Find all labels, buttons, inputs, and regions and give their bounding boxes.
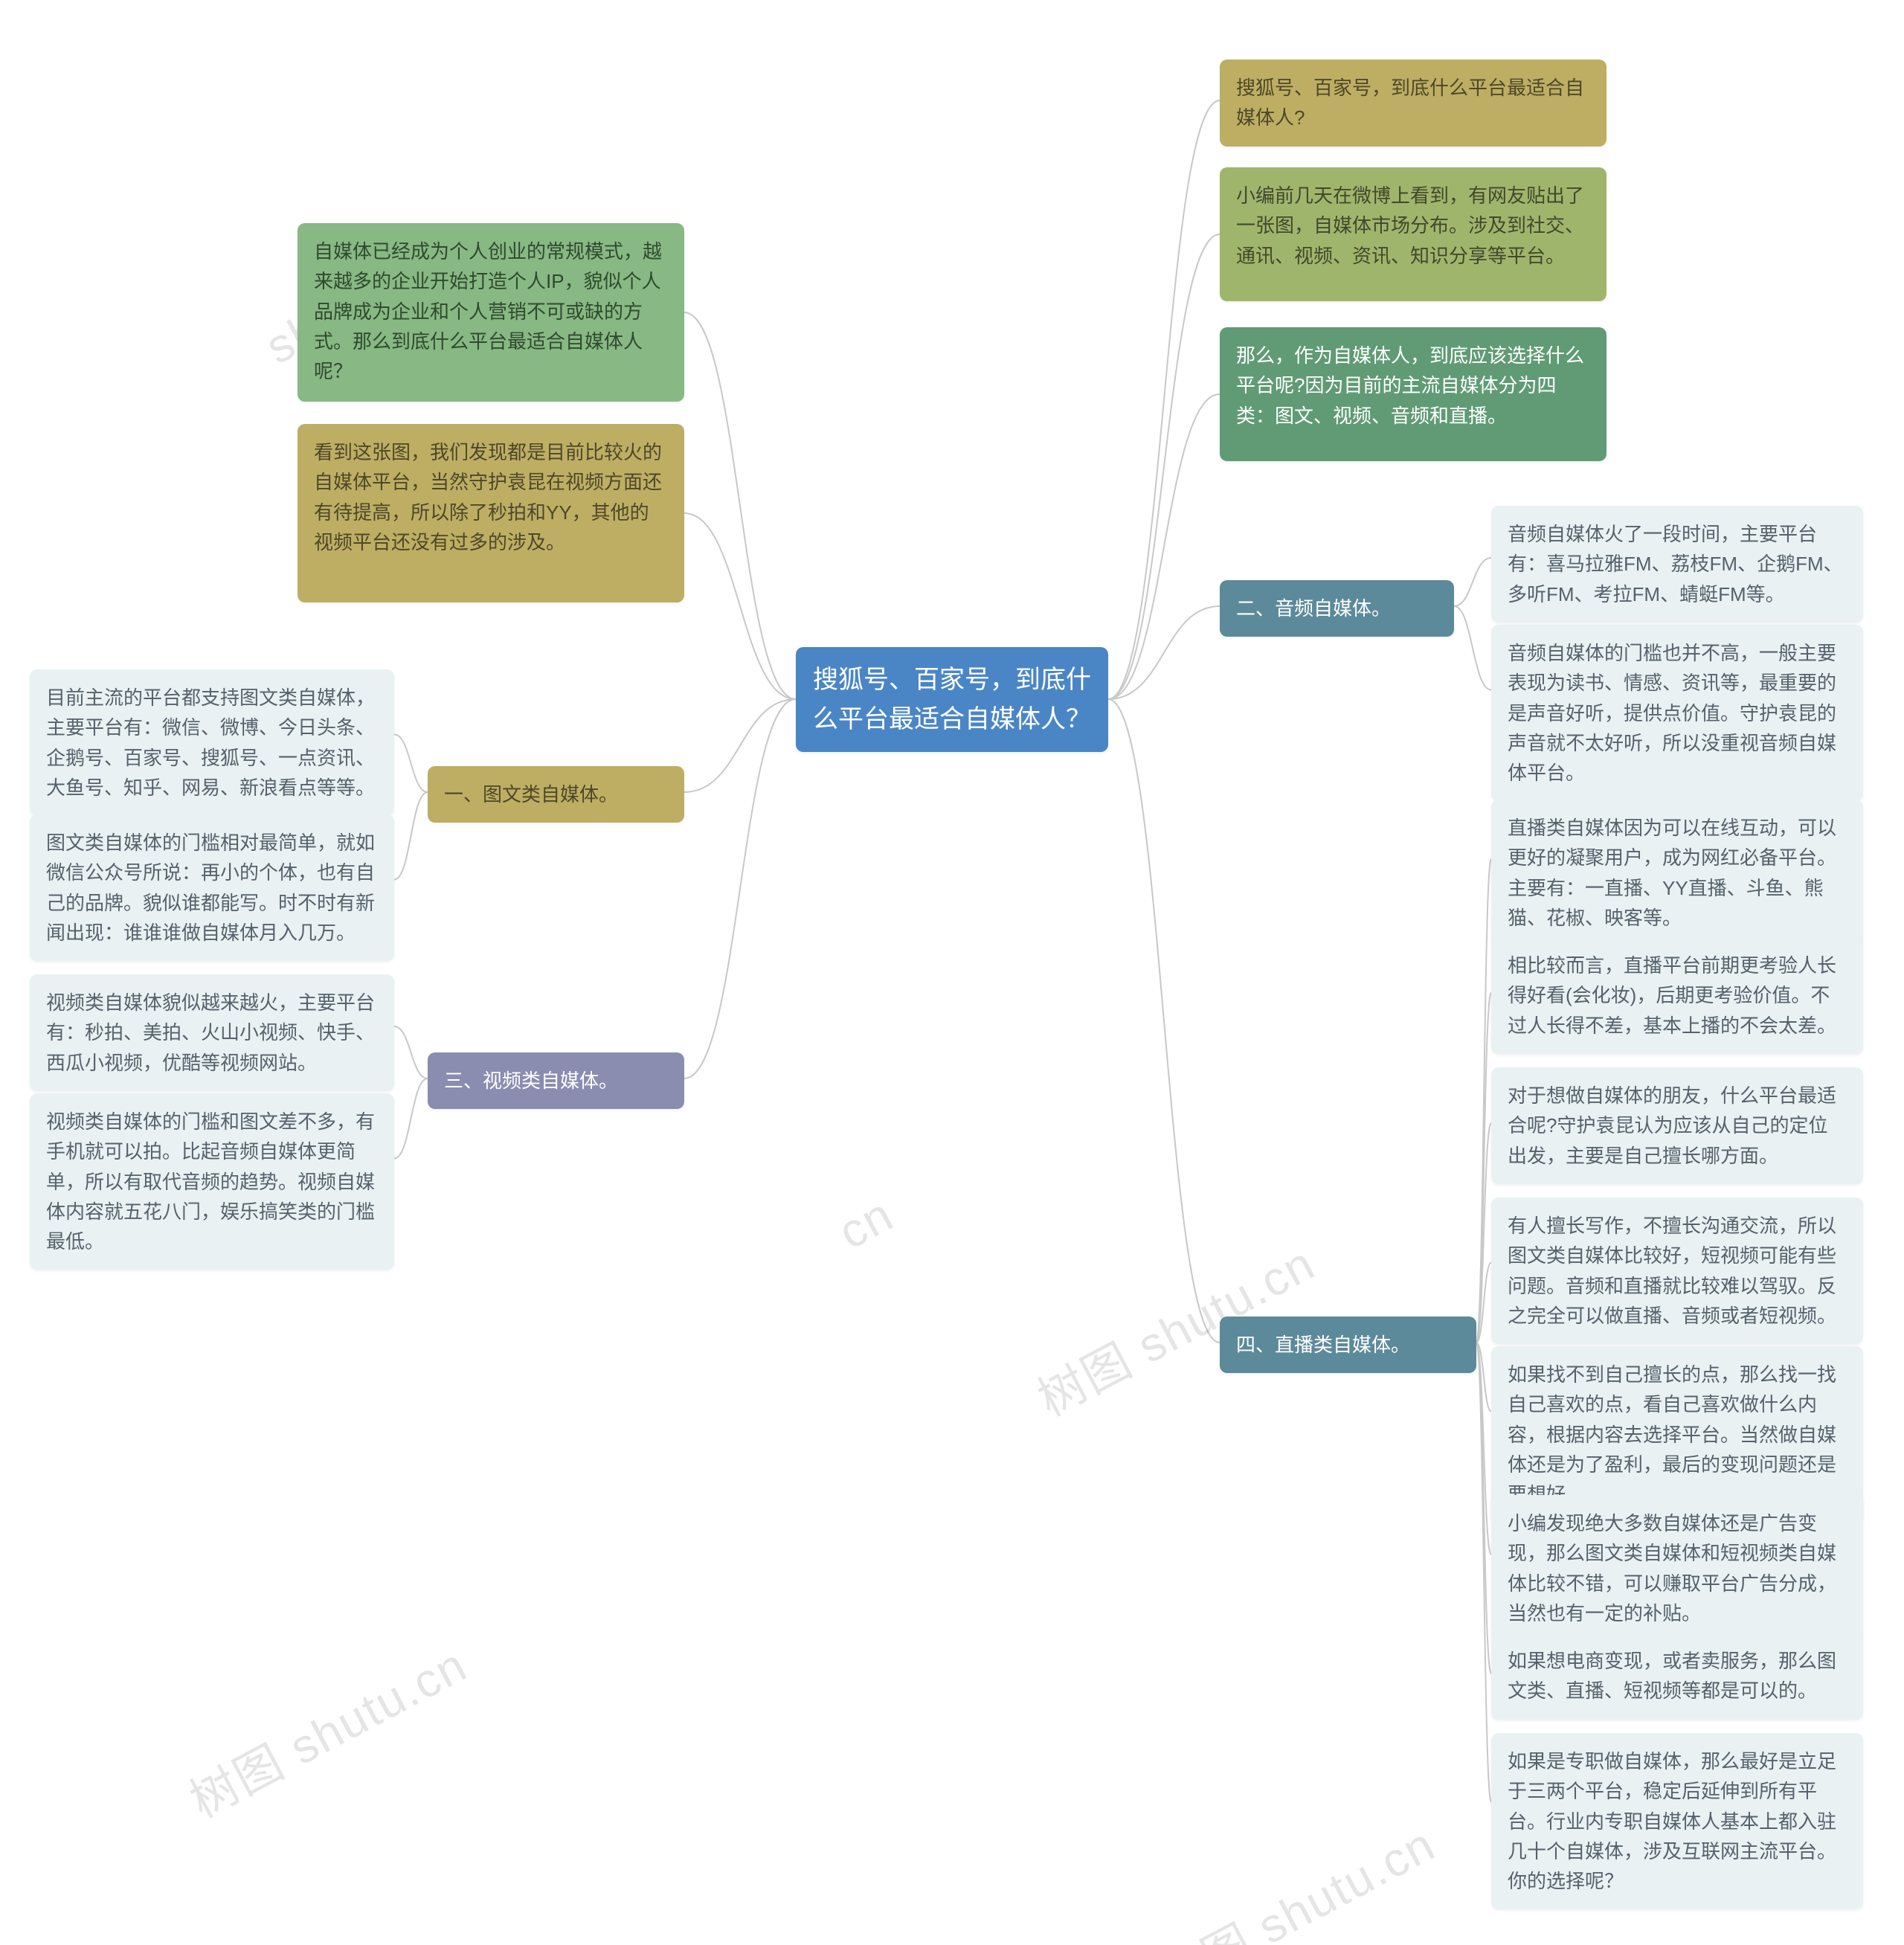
right-section-1-leaf-6[interactable]: 如果想电商变现，或者卖服务，那么图文类、直播、短视频等都是可以的。 bbox=[1491, 1633, 1863, 1720]
right-section-0[interactable]: 二、音频自媒体。 bbox=[1220, 580, 1454, 637]
left-section-1-leaf-0[interactable]: 视频类自媒体貌似越来越火，主要平台有：秒拍、美拍、火山小视频、快手、西瓜小视频，… bbox=[30, 974, 394, 1091]
right-section-1-leaf-3[interactable]: 有人擅长写作，不擅长沟通交流，所以图文类自媒体比较好，短视频可能有些问题。音频和… bbox=[1491, 1197, 1863, 1344]
right-paragraph-0[interactable]: 搜狐号、百家号，到底什么平台最适合自媒体人? bbox=[1220, 60, 1606, 147]
right-section-1[interactable]: 四、直播类自媒体。 bbox=[1220, 1317, 1476, 1373]
right-section-1-leaf-5[interactable]: 小编发现绝大多数自媒体还是广告变现，那么图文类自媒体和短视频类自媒体比较不错，可… bbox=[1491, 1495, 1863, 1642]
left-section-1-leaf-1[interactable]: 视频类自媒体的门槛和图文差不多，有手机就可以拍。比起音频自媒体更简单，所以有取代… bbox=[30, 1093, 394, 1270]
right-section-1-leaf-7[interactable]: 如果是专职做自媒体，那么最好是立足于三两个平台，稳定后延伸到所有平台。行业内专职… bbox=[1491, 1733, 1863, 1909]
right-section-1-leaf-1[interactable]: 相比较而言，直播平台前期更考验人长得好看(会化妆)，后期更考验价值。不过人长得不… bbox=[1491, 937, 1863, 1054]
left-paragraph-1[interactable]: 看到这张图，我们发现都是目前比较火的自媒体平台，当然守护袁昆在视频方面还有待提高… bbox=[298, 424, 684, 602]
right-paragraph-1[interactable]: 小编前几天在微博上看到，有网友贴出了一张图，自媒体市场分布。涉及到社交、通讯、视… bbox=[1220, 167, 1606, 301]
root-node[interactable]: 搜狐号、百家号，到底什么平台最适合自媒体人？ bbox=[796, 647, 1108, 752]
mindmap-canvas: shutu.cncn树图 shutu.cn树图 shutu.cn图 shutu.… bbox=[0, 0, 1904, 1945]
left-section-0-leaf-0[interactable]: 目前主流的平台都支持图文类自媒体，主要平台有：微信、微博、今日头条、企鹅号、百家… bbox=[30, 669, 394, 816]
right-section-0-leaf-0[interactable]: 音频自媒体火了一段时间，主要平台有：喜马拉雅FM、荔枝FM、企鹅FM、多听FM、… bbox=[1491, 506, 1863, 623]
left-section-1[interactable]: 三、视频类自媒体。 bbox=[428, 1052, 684, 1109]
watermark: cn bbox=[829, 1186, 902, 1260]
watermark: 树图 shutu.cn bbox=[176, 1627, 477, 1831]
watermark: 图 shutu.cn bbox=[1188, 1807, 1446, 1945]
right-paragraph-2[interactable]: 那么，作为自媒体人，到底应该选择什么平台呢?因为目前的主流自媒体分为四类：图文、… bbox=[1220, 327, 1606, 461]
right-section-1-leaf-2[interactable]: 对于想做自媒体的朋友，什么平台最适合呢?守护袁昆认为应该从自己的定位出发，主要是… bbox=[1491, 1067, 1863, 1184]
left-section-0[interactable]: 一、图文类自媒体。 bbox=[428, 766, 684, 823]
right-section-0-leaf-1[interactable]: 音频自媒体的门槛也并不高，一般主要表现为读书、情感、资讯等，最重要的是声音好听，… bbox=[1491, 625, 1863, 801]
left-section-0-leaf-1[interactable]: 图文类自媒体的门槛相对最简单，就如微信公众号所说：再小的个体，也有自己的品牌。貌… bbox=[30, 814, 394, 961]
right-section-1-leaf-0[interactable]: 直播类自媒体因为可以在线互动，可以更好的凝聚用户，成为网红必备平台。主要有：一直… bbox=[1491, 800, 1863, 946]
left-paragraph-0[interactable]: 自媒体已经成为个人创业的常规模式，越来越多的企业开始打造个人IP，貌似个人品牌成… bbox=[298, 223, 684, 402]
